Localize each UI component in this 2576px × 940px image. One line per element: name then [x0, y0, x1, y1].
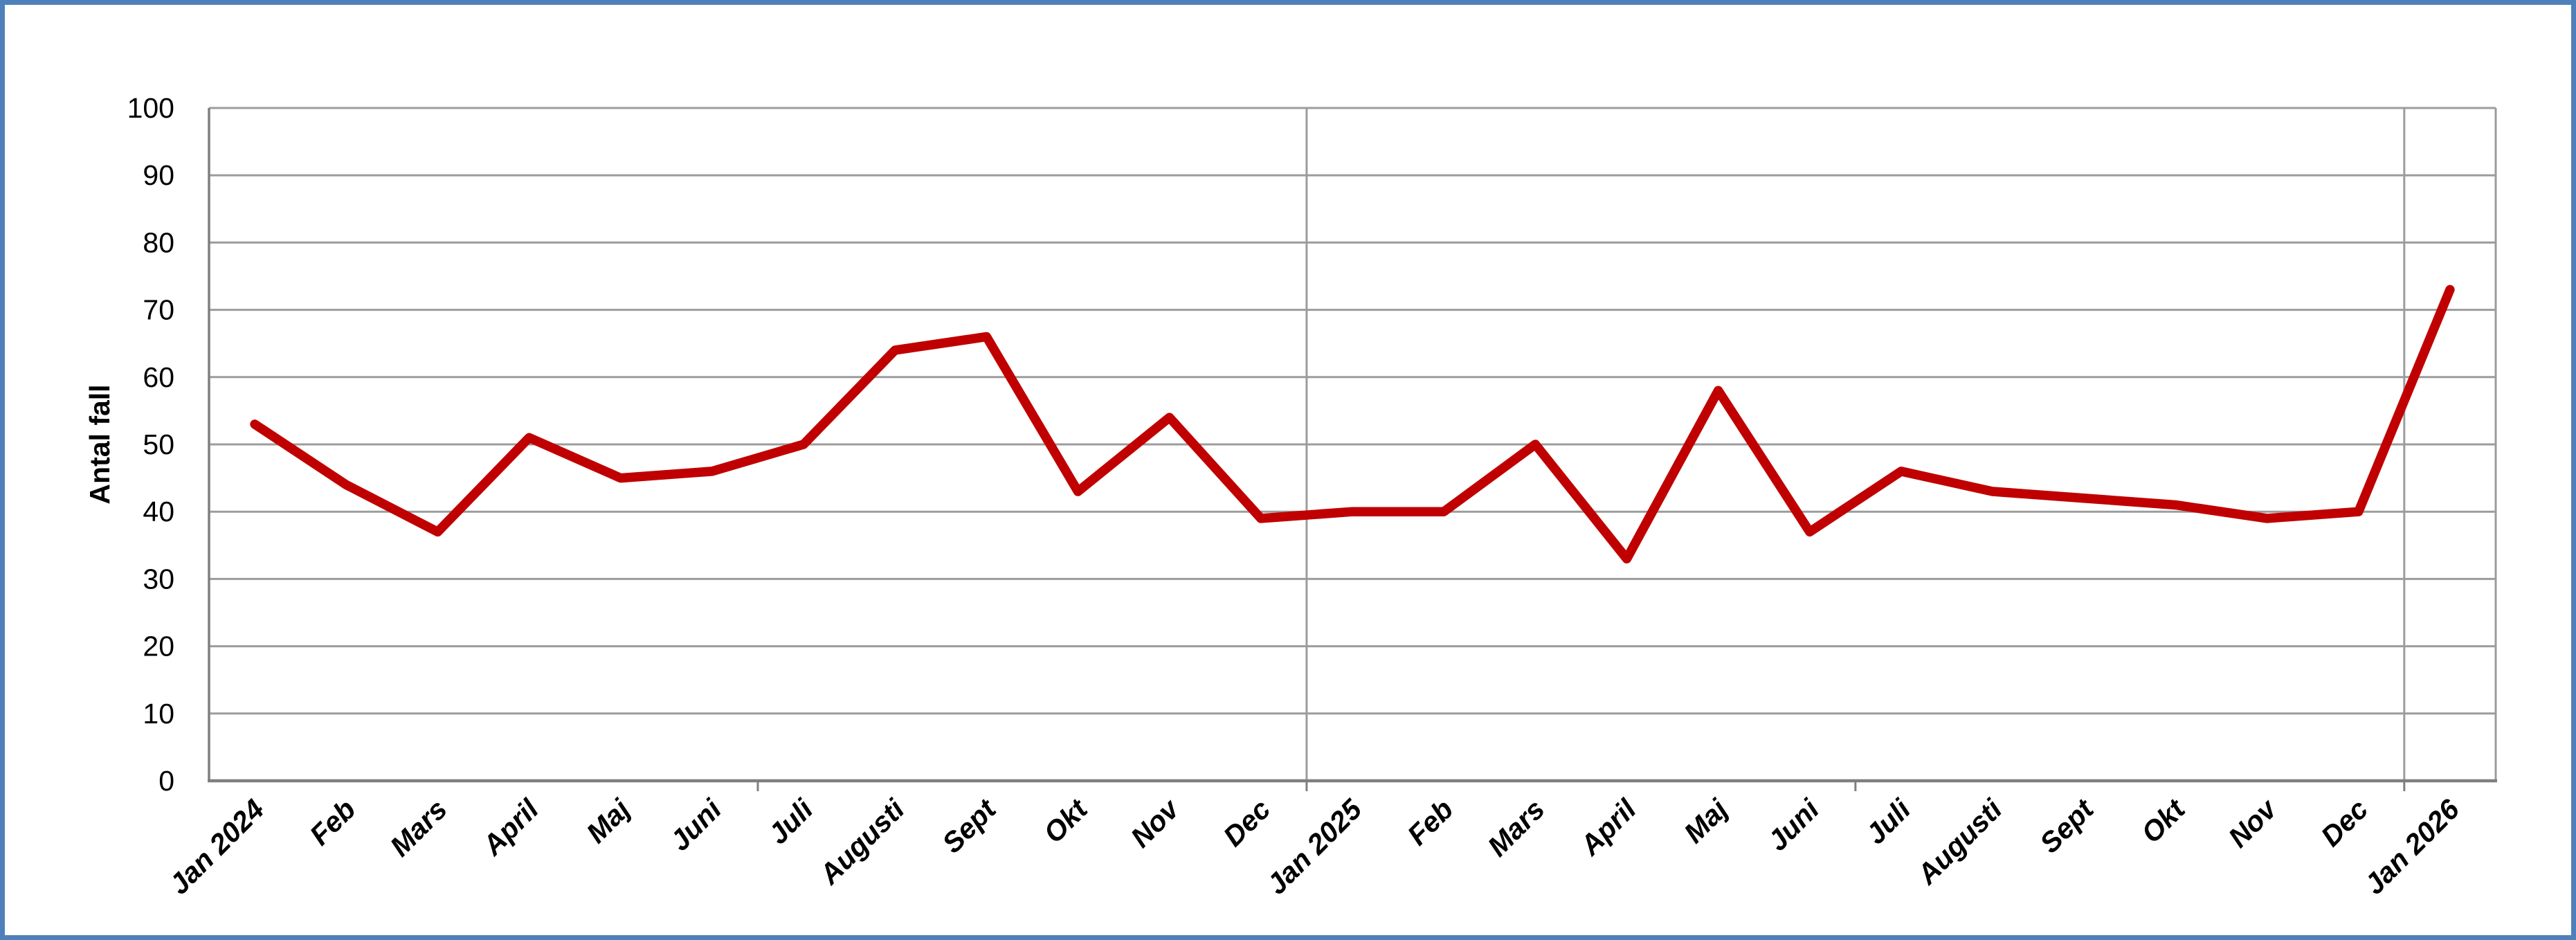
- x-tick-label: Augusti: [813, 793, 911, 891]
- y-tick-label: 80: [143, 226, 174, 258]
- x-tick-label: Juni: [1761, 793, 1826, 857]
- x-tick-label: Jan 2024: [163, 793, 270, 901]
- x-tick-label: Juli: [1860, 793, 1918, 851]
- x-tick-label: Sept: [936, 792, 1003, 859]
- y-tick-label: 70: [143, 294, 174, 326]
- y-tick-label: 50: [143, 428, 174, 460]
- x-tick-label: April: [476, 793, 545, 862]
- axes-group: [208, 108, 2497, 791]
- x-tick-label: Nov: [1125, 792, 1186, 853]
- x-tick-label: Jan 2025: [1260, 793, 1368, 901]
- gridlines-group: [209, 107, 2497, 781]
- x-tick-label: Feb: [1401, 793, 1459, 851]
- x-tick-label: Okt: [2135, 792, 2193, 849]
- x-tick-label: Sept: [2033, 792, 2101, 859]
- y-tick-label: 10: [143, 698, 174, 730]
- x-tick-label: Mars: [384, 793, 453, 862]
- x-tick-label: Jan 2026: [2358, 793, 2466, 901]
- x-tick-label: Dec: [1217, 793, 1276, 853]
- x-tick-label: Maj: [580, 793, 637, 849]
- x-tick-label: Maj: [1678, 793, 1734, 849]
- x-tick-label: Dec: [2314, 793, 2374, 853]
- y-tick-label: 20: [143, 631, 174, 662]
- y-tick-label: 90: [143, 159, 174, 191]
- x-tick-label: Nov: [2222, 792, 2284, 853]
- x-tick-label: Feb: [304, 793, 362, 851]
- data-series-group: [250, 284, 2455, 563]
- x-tick-label: Augusti: [1910, 793, 2008, 891]
- y-tick-label: 30: [143, 563, 174, 595]
- y-tick-label: 40: [143, 496, 174, 527]
- x-tick-label: Okt: [1037, 792, 1095, 849]
- y-tick-label: 0: [158, 765, 174, 797]
- y-tick-label: 60: [143, 361, 174, 393]
- x-tick-label: Mars: [1481, 793, 1550, 862]
- x-tick-label: Juni: [664, 793, 728, 857]
- y-tick-label: 100: [127, 92, 174, 124]
- y-axis-title: Antal fall: [84, 384, 116, 504]
- x-tick-label: Juli: [762, 793, 820, 851]
- x-tick-label: April: [1574, 793, 1643, 862]
- series-line-antal-fall: [250, 284, 2455, 563]
